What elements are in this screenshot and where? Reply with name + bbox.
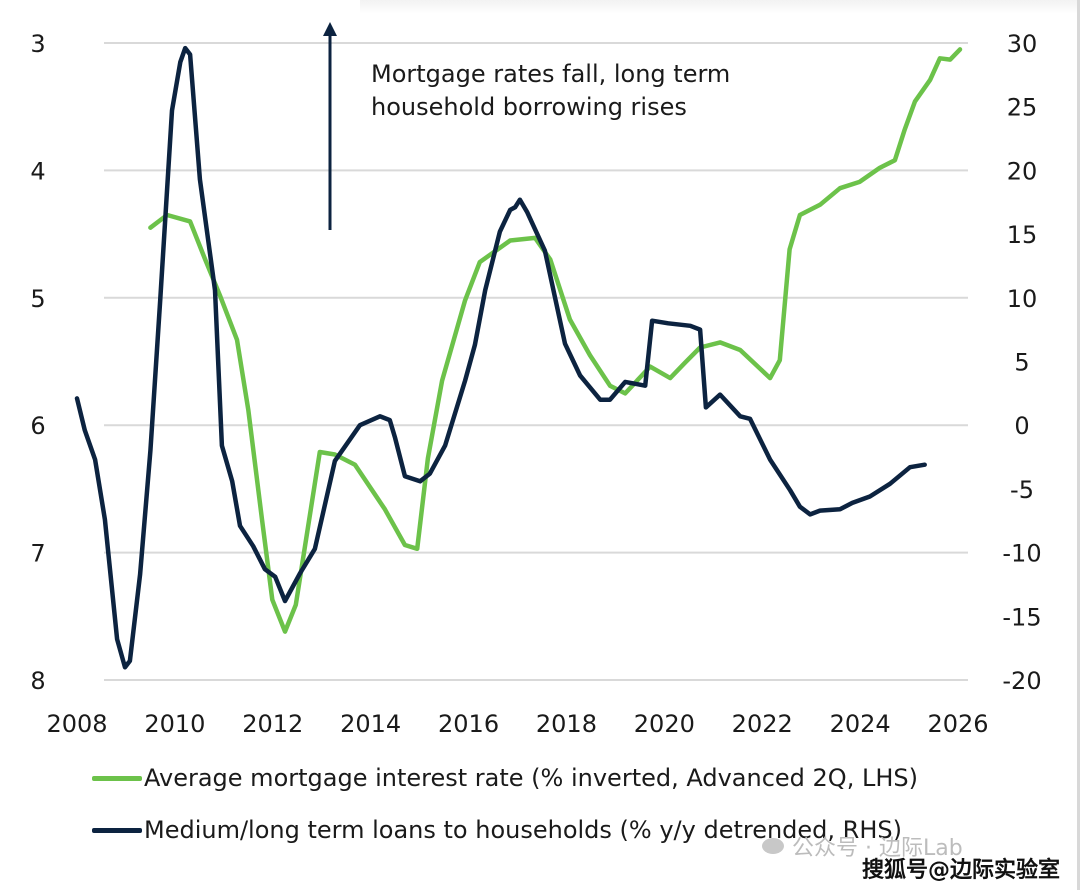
x-axis-ticks: 2008 2010 2012 2014 2016 2018 2020 2022 2024 2026: [46, 710, 988, 738]
right-axis-tick-label: 5: [1014, 349, 1029, 377]
left-axis-ticks: 3 4 5 6 7 8: [30, 30, 45, 695]
x-axis-tick-label: 2026: [927, 710, 988, 738]
right-axis-tick-label: 10: [1007, 285, 1038, 313]
x-axis-tick-label: 2010: [144, 710, 205, 738]
series-line-mortgage-rate: [148, 47, 963, 634]
annotation-line-1: Mortgage rates fall, long term: [371, 60, 730, 88]
left-axis-tick-label: 8: [30, 667, 45, 695]
right-axis-tick-label: 0: [1014, 412, 1029, 440]
annotation-group: Mortgage rates fall, long term household…: [323, 22, 730, 230]
legend-item-mortgage-rate: Average mortgage interest rate (% invert…: [92, 764, 918, 792]
right-axis-tick-label: -20: [1002, 667, 1041, 695]
x-axis-tick-label: 2014: [340, 710, 401, 738]
x-axis-tick-label: 2024: [830, 710, 891, 738]
series-layer: [74, 45, 963, 670]
top-shade: [360, 0, 1080, 14]
wechat-icon: [762, 838, 784, 854]
right-axis-tick-label: -15: [1002, 603, 1041, 631]
x-axis-tick-label: 2012: [242, 710, 303, 738]
right-axis-ticks: 30 25 20 15 10 5 0 -5 -10 -15 -20: [1002, 30, 1041, 695]
right-axis-tick-label: -5: [1010, 476, 1034, 504]
x-axis-tick-label: 2018: [536, 710, 597, 738]
x-axis-tick-label: 2020: [634, 710, 695, 738]
arrow-up-icon: [323, 22, 337, 36]
x-axis-tick-label: 2008: [46, 710, 107, 738]
legend-swatch-green: [92, 775, 142, 781]
sohu-watermark: 搜狐号@边际实验室: [862, 858, 1061, 883]
right-axis-tick-label: 25: [1007, 94, 1038, 122]
right-axis-tick-label: 15: [1007, 221, 1038, 249]
legend-swatch-navy: [92, 827, 142, 833]
left-axis-tick-label: 6: [30, 412, 45, 440]
right-border: [1077, 0, 1080, 890]
x-axis-tick-label: 2022: [732, 710, 793, 738]
wechat-watermark-text: 公众号 · 边际Lab: [792, 836, 963, 861]
x-axis-tick-label: 2016: [438, 710, 499, 738]
wechat-watermark: 公众号 · 边际Lab: [762, 830, 963, 862]
right-axis-tick-label: 30: [1007, 30, 1038, 58]
left-axis-tick-label: 3: [30, 30, 45, 58]
left-axis-tick-label: 4: [30, 157, 45, 185]
legend-label: Average mortgage interest rate (% invert…: [144, 764, 918, 792]
left-axis-tick-label: 5: [30, 285, 45, 313]
gridlines: [104, 42, 968, 681]
right-axis-tick-label: 20: [1007, 157, 1038, 185]
series-line-household-loans: [74, 45, 927, 670]
left-axis-tick-label: 7: [30, 540, 45, 568]
annotation-line-2: household borrowing rises: [371, 93, 687, 121]
right-axis-tick-label: -10: [1002, 540, 1041, 568]
